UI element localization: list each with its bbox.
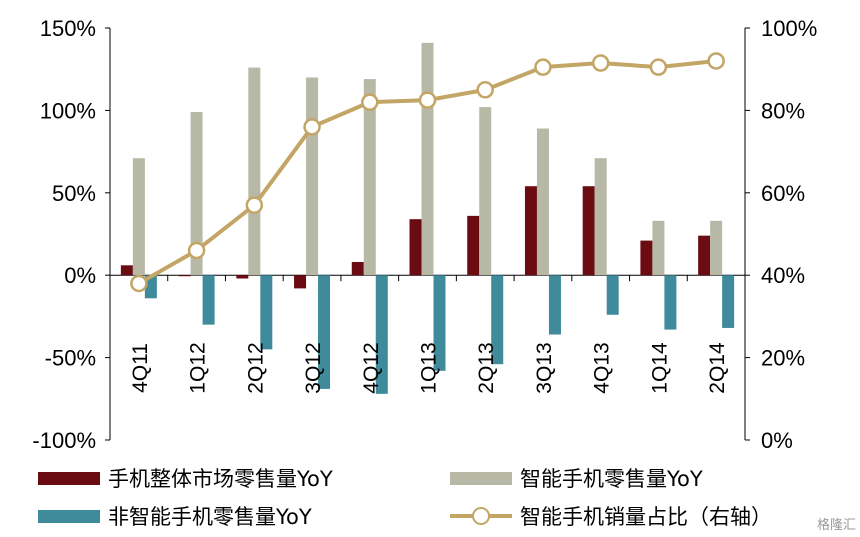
legend-item-total: 手机整体市场零售量YoY (38, 458, 333, 498)
category-label-4Q11: 4Q11 (129, 343, 152, 393)
legend-label-total: 手机整体市场零售量YoY (108, 467, 333, 491)
share-point-1Q12 (187, 241, 206, 260)
bar-2Q13 (491, 275, 504, 365)
share-point-1Q14 (649, 58, 668, 76)
bar-1Q14 (640, 240, 653, 276)
category-label-2Q14: 2Q14 (706, 342, 729, 394)
legend-label-share: 智能手机销量占比（右轴） (520, 505, 772, 529)
share-point-3Q12 (303, 118, 321, 136)
share-point-1Q13 (418, 91, 437, 109)
share-point-2Q12 (245, 196, 264, 214)
share-point-4Q12 (361, 93, 379, 111)
bar-4Q13 (582, 186, 595, 276)
category-label-3Q13: 3Q13 (533, 342, 556, 393)
bar-2Q14 (698, 235, 711, 276)
category-label-3Q12: 3Q12 (302, 342, 325, 393)
bar-4Q11 (132, 158, 145, 276)
bar-3Q12 (306, 77, 319, 276)
bar-2Q13 (467, 215, 480, 276)
legend-item-smart: 智能手机零售量YoY (450, 458, 703, 498)
bar-4Q13 (606, 275, 619, 315)
bar-3Q13 (536, 128, 549, 276)
category-label-4Q12: 4Q12 (360, 342, 383, 393)
category-label-2Q13: 2Q13 (475, 342, 498, 393)
bar-4Q11 (144, 275, 157, 299)
bar-1Q13 (421, 42, 434, 276)
share-point-4Q13 (591, 54, 610, 72)
bar-4Q12 (363, 79, 376, 276)
left-tick-label: 0% (64, 263, 96, 288)
bar-3Q13 (524, 186, 537, 276)
right-tick-label: 40% (761, 263, 805, 288)
bar-2Q13 (479, 107, 492, 276)
right-tick-label: 100% (761, 16, 817, 41)
category-label-1Q12: 1Q12 (187, 342, 210, 393)
watermark: 格隆汇 (816, 518, 856, 533)
bar-3Q12 (318, 275, 331, 389)
share-point-3Q13 (534, 58, 552, 76)
left-tick-label: -100% (32, 428, 96, 450)
bar-1Q12 (202, 275, 215, 325)
left-tick-label: 50% (52, 181, 96, 206)
share-point-2Q13 (476, 81, 494, 99)
bar-1Q14 (664, 275, 677, 330)
bar-2Q12 (236, 275, 249, 279)
legend-item-nonsmart: 非智能手机零售量YoY (38, 496, 312, 536)
bar-1Q13 (433, 275, 446, 371)
category-label-2Q12: 2Q12 (244, 342, 267, 393)
right-tick-label: 80% (761, 98, 805, 123)
bar-2Q12 (260, 275, 273, 350)
legend-swatch-nonsmart (38, 509, 100, 523)
legend-swatch-total (38, 471, 100, 485)
legend-label-nonsmart: 非智能手机零售量YoY (108, 505, 312, 529)
bar-4Q11 (120, 265, 133, 276)
legend-swatch-smart (450, 471, 512, 485)
right-tick-label: 60% (761, 181, 805, 206)
bar-3Q12 (294, 275, 307, 289)
legend: 手机整体市场零售量YoY 智能手机零售量YoY 非智能手机零售量YoY 智能手机… (0, 450, 860, 537)
right-tick-label: 20% (761, 346, 805, 371)
bar-1Q14 (652, 220, 665, 276)
left-tick-label: 150% (40, 16, 96, 41)
share-point-4Q11 (130, 274, 148, 293)
left-tick-label: 100% (40, 98, 96, 123)
category-label-1Q14: 1Q14 (648, 342, 671, 394)
category-label-4Q13: 4Q13 (591, 342, 614, 393)
share-point-2Q14 (707, 52, 725, 70)
bar-1Q12 (190, 112, 203, 276)
legend-line-share (450, 507, 512, 525)
bar-2Q14 (710, 220, 723, 276)
chart: -100% -50% 0% 50% 100% 150% 0% 20% 40% 60% 80% 100… (32, 16, 817, 450)
bar-4Q13 (594, 158, 607, 276)
bar-4Q12 (351, 262, 364, 276)
bar-4Q12 (375, 275, 388, 394)
bar-1Q12 (178, 275, 191, 277)
bar-2Q14 (722, 275, 735, 328)
legend-label-smart: 智能手机零售量YoY (520, 467, 703, 491)
bar-3Q13 (548, 275, 561, 335)
legend-item-share: 智能手机销量占比（右轴） (450, 496, 772, 536)
left-tick-label: -50% (45, 346, 96, 371)
right-tick-label: 0% (761, 428, 793, 450)
bar-2Q12 (248, 67, 261, 276)
category-label-1Q13: 1Q13 (418, 342, 441, 393)
bar-1Q13 (409, 219, 422, 276)
